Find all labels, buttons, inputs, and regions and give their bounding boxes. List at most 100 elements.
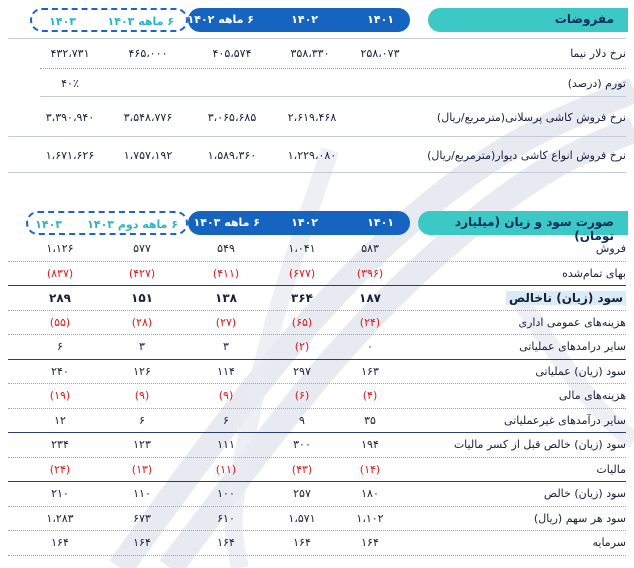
value-1401: (۱۴) bbox=[359, 462, 381, 476]
col-header-1402: ۱۴۰۲ bbox=[291, 216, 318, 229]
row-label: هزینه‌های عمومی اداری bbox=[518, 315, 626, 329]
value-1403: ۴۳۲،۷۳۱ bbox=[50, 47, 90, 60]
value-6m-1403: (۹) bbox=[218, 389, 234, 402]
value-6m-second-1403: ۶۷۳ bbox=[133, 511, 151, 525]
value-1403: ۳،۳۹۰،۹۴۰ bbox=[45, 111, 95, 124]
value-6m-second-1403: ۱۶۴ bbox=[133, 536, 151, 549]
value-1401: ۱۸۰ bbox=[361, 487, 379, 500]
value-1402: (۶) bbox=[294, 389, 310, 402]
income-row: بهای تمام‌شده (۳۹۶) (۶۷۷) (۴۱۱) (۴۲۷) (۸۳۷) bbox=[0, 262, 634, 286]
value-6m-1403: ۶ bbox=[223, 413, 229, 427]
value-1402: ۲،۶۱۹،۴۶۸ bbox=[287, 111, 337, 124]
income-row: سود (زیان) ناخالص ۱۸۷ ۳۶۴ ۱۳۸ ۱۵۱ ۲۸۹ bbox=[0, 286, 634, 310]
value-6m-1403: ۶۱۰ bbox=[217, 511, 235, 525]
value-1402: ۹ bbox=[299, 413, 305, 427]
row-label: سود (زیان) عملیاتی bbox=[535, 364, 626, 378]
col-header-1403: ۱۴۰۳ bbox=[35, 218, 62, 231]
income-title: صورت سود و زیان (میلیارد تومان) bbox=[418, 211, 628, 243]
row-divider bbox=[8, 505, 626, 507]
col-header-6m-1402: ۶ ماهه ۱۴۰۲ bbox=[187, 13, 254, 26]
row-label: نرخ فروش انواع کاشی دیوار(مترمربع/ریال) bbox=[427, 149, 626, 162]
value-1403: (۵۵) bbox=[49, 315, 71, 329]
value-1403: ۱،۶۷۱،۶۲۶ bbox=[45, 149, 95, 162]
value-1403: ۴۰٪ bbox=[61, 77, 79, 90]
value-1401: (۳۹۶) bbox=[356, 266, 384, 280]
forecast-header-pill: ۶ ماهه دوم ۱۴۰۳ ۱۴۰۳ bbox=[26, 211, 188, 235]
row-label: هزینه‌های مالی bbox=[558, 389, 626, 402]
row-wall-tile-price: نرخ فروش انواع کاشی دیوار(مترمربع/ریال) … bbox=[0, 144, 634, 168]
value-1402: (۶۷۷) bbox=[288, 266, 316, 280]
row-divider bbox=[8, 260, 626, 262]
value-6m-1403: (۲۷) bbox=[215, 315, 237, 329]
col-header-1402: ۱۴۰۲ bbox=[291, 13, 318, 26]
value-1402: ۳۶۴ bbox=[291, 291, 313, 305]
income-row: سود (زیان) خالص قبل از کسر مالیات ۱۹۴ ۳۰۰ ۱… bbox=[0, 433, 634, 457]
value-6m-second-1403: ۵۷۷ bbox=[133, 242, 151, 255]
value-1403: ۱،۱۲۶ bbox=[46, 242, 74, 255]
value-6m-1402: ۴۰۵،۵۷۴ bbox=[212, 47, 252, 60]
value-1401: ۲۵۸،۰۷۳ bbox=[360, 47, 400, 60]
row-divider bbox=[8, 285, 626, 286]
value-1401: (۴) bbox=[362, 389, 378, 402]
income-row: سایر درآمدهای غیرعملیاتی ۳۵ ۹ ۶ ۶ ۱۲ bbox=[0, 409, 634, 433]
value-1401: ۱،۱۰۲ bbox=[356, 511, 384, 525]
row-porcelain-price: نرخ فروش کاشی پرسلانی(مترمربع/ریال) ۲،۶۱… bbox=[0, 106, 634, 130]
value-6m-1403: ۵۴۹ bbox=[217, 242, 235, 255]
row-divider bbox=[8, 456, 626, 458]
value-1402: ۱۶۴ bbox=[293, 536, 311, 549]
value-6m-second-1403: (۱۳) bbox=[131, 462, 153, 476]
row-divider bbox=[8, 481, 626, 482]
value-1403: ۲۴۰ bbox=[51, 364, 69, 378]
col-header-6m-1403: ۶ ماهه ۱۴۰۳ bbox=[193, 216, 260, 229]
row-divider bbox=[8, 554, 626, 556]
value-1402: (۶۵) bbox=[291, 315, 313, 329]
value-6m-second-1403: ۳ bbox=[139, 340, 145, 353]
income-row: سایر درامدهای عملیاتی ۰ (۲) ۳ ۳ ۶ bbox=[0, 335, 634, 359]
value-1403: ۶ bbox=[57, 340, 63, 353]
row-label: نرخ فروش کاشی پرسلانی(مترمربع/ریال) bbox=[436, 111, 626, 124]
value-6m-1403: ۴۶۵،۰۰۰ bbox=[128, 47, 168, 60]
value-1403: ۲۸۹ bbox=[49, 291, 71, 305]
row-divider bbox=[8, 407, 626, 409]
income-row: فروش ۵۸۳ ۱،۰۴۱ ۵۴۹ ۵۷۷ ۱،۱۲۶ bbox=[0, 237, 634, 261]
row-divider bbox=[8, 358, 626, 360]
value-1401: ۱۹۴ bbox=[361, 438, 379, 451]
row-label: سود (زیان) خالص bbox=[543, 487, 626, 500]
value-1403: ۱۶۴ bbox=[51, 536, 69, 549]
value-1402: ۱،۰۴۱ bbox=[288, 242, 316, 255]
value-1402: (۴۳) bbox=[291, 462, 313, 476]
value-1402: ۱،۲۲۹،۰۸۰ bbox=[287, 149, 337, 162]
value-1402: ۱،۵۷۱ bbox=[288, 511, 316, 525]
value-1403: (۱۹) bbox=[49, 389, 71, 402]
income-row: سود (زیان) خالص ۱۸۰ ۲۵۷ ۱۰۰ ۱۱۰ ۲۱۰ bbox=[0, 482, 634, 506]
row-label: مالیات bbox=[596, 462, 626, 476]
value-6m-second-1403: ۱۱۰ bbox=[133, 487, 151, 500]
forecast-header-pill: ۶ ماهه ۱۴۰۳ ۱۴۰۳ bbox=[30, 8, 188, 32]
row-divider bbox=[8, 334, 626, 335]
col-header-1401: ۱۴۰۱ bbox=[367, 216, 394, 229]
value-1401: ۳۵ bbox=[364, 413, 376, 427]
col-header-1403: ۱۴۰۳ bbox=[49, 15, 76, 28]
value-6m-1403: ۱۱۱ bbox=[217, 438, 235, 451]
row-label: نرخ دلار نیما bbox=[570, 47, 626, 60]
income-row: هزینه‌های عمومی اداری (۲۴) (۶۵) (۲۷) (۲۸) (۵۵… bbox=[0, 311, 634, 335]
row-label: سایر درآمدهای غیرعملیاتی bbox=[504, 413, 626, 427]
value-1403: (۲۴) bbox=[49, 462, 71, 476]
value-6m-second-1403: ۱۲۳ bbox=[133, 438, 151, 451]
value-1402: (۲) bbox=[294, 340, 310, 353]
value-1401: ۱۶۴ bbox=[361, 536, 379, 549]
value-1403: ۱،۲۸۳ bbox=[46, 511, 74, 525]
assumptions-header: مفروضات ۱۴۰۱ ۱۴۰۲ ۶ ماهه ۱۴۰۲ ۶ ماهه ۱۴۰… bbox=[0, 8, 634, 32]
value-6m-second-1403: ۶ bbox=[139, 413, 145, 427]
row-divider bbox=[8, 309, 626, 311]
value-1402: ۲۹۷ bbox=[293, 364, 311, 378]
row-nima-rate: نرخ دلار نیما ۲۵۸،۰۷۳ ۳۵۸،۳۳۰ ۴۰۵،۵۷۴ ۴۶… bbox=[0, 42, 634, 66]
value-1402: ۲۵۷ bbox=[293, 487, 311, 500]
value-6m-second-1403: (۲۸) bbox=[131, 315, 153, 329]
value-6m-1403: (۱۱) bbox=[215, 462, 237, 476]
income-row: مالیات (۱۴) (۴۳) (۱۱) (۱۳) (۲۴) bbox=[0, 458, 634, 482]
value-1401: ۱۸۷ bbox=[359, 291, 381, 305]
value-1403: ۱۲ bbox=[54, 413, 66, 427]
value-1403: ۲۱۰ bbox=[51, 487, 69, 500]
row-divider bbox=[8, 383, 626, 384]
